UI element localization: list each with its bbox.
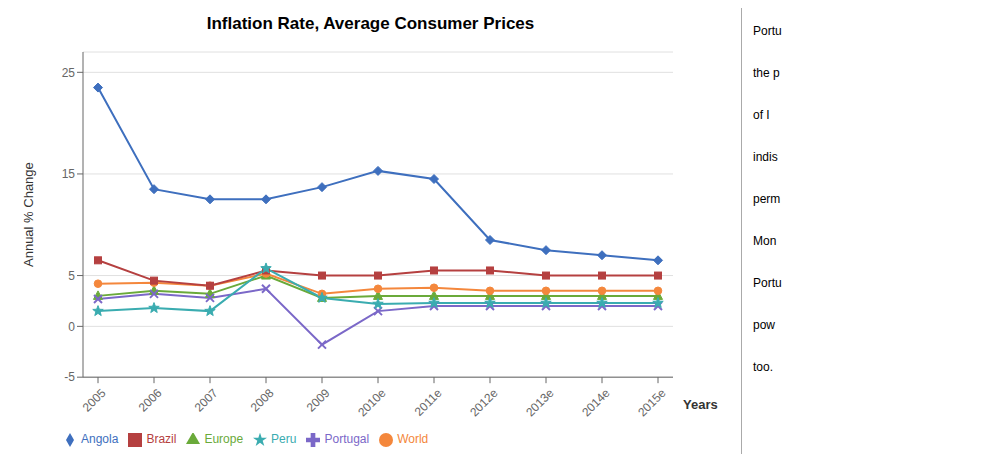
svg-text:5: 5 <box>68 269 75 283</box>
html-text:indis: indis <box>753 150 778 164</box>
html-text:Peru: Peru <box>271 432 297 447</box>
html-text:Portu: Portu <box>753 24 782 38</box>
html-text:Angola: Angola <box>81 432 119 447</box>
html-text:World: World <box>397 432 429 447</box>
svg-text:2012e: 2012e <box>467 386 501 420</box>
svg-text:2015e: 2015e <box>635 386 669 420</box>
svg-text:2011e: 2011e <box>412 386 445 419</box>
svg-text:2014e: 2014e <box>579 386 613 420</box>
svg-text:2009: 2009 <box>304 386 333 415</box>
html-text:Inflation Rate, Average Consum: Inflation Rate, Average Consumer Prices <box>206 14 535 33</box>
svg-text:2008: 2008 <box>248 386 277 415</box>
svg-text:2006: 2006 <box>136 386 165 415</box>
svg-text:25: 25 <box>62 66 76 80</box>
svg-text:Years: Years <box>683 397 718 412</box>
svg-text:2007: 2007 <box>192 386 221 415</box>
html-text:of I: of I <box>753 108 770 122</box>
svg-text:-5: -5 <box>64 370 75 384</box>
html-text:the p: the p <box>753 66 780 80</box>
svg-text:2010e: 2010e <box>355 386 389 420</box>
html-text:Portugal: Portugal <box>324 432 370 447</box>
svg-text:0: 0 <box>68 320 75 334</box>
html-text:Mon: Mon <box>753 234 777 248</box>
svg-text:Annual % Change: Annual % Change <box>21 162 36 267</box>
svg-text:2005: 2005 <box>80 386 109 415</box>
html-text:Brazil: Brazil <box>146 432 177 447</box>
svg-text:15: 15 <box>62 167 76 181</box>
html-text:Portu: Portu <box>753 276 782 290</box>
html-text:pow: pow <box>753 318 775 332</box>
html-text:perm: perm <box>753 192 781 206</box>
html-text:too.: too. <box>753 360 773 374</box>
html-text:Europe: Europe <box>204 432 244 447</box>
svg-text:2013e: 2013e <box>523 386 557 420</box>
